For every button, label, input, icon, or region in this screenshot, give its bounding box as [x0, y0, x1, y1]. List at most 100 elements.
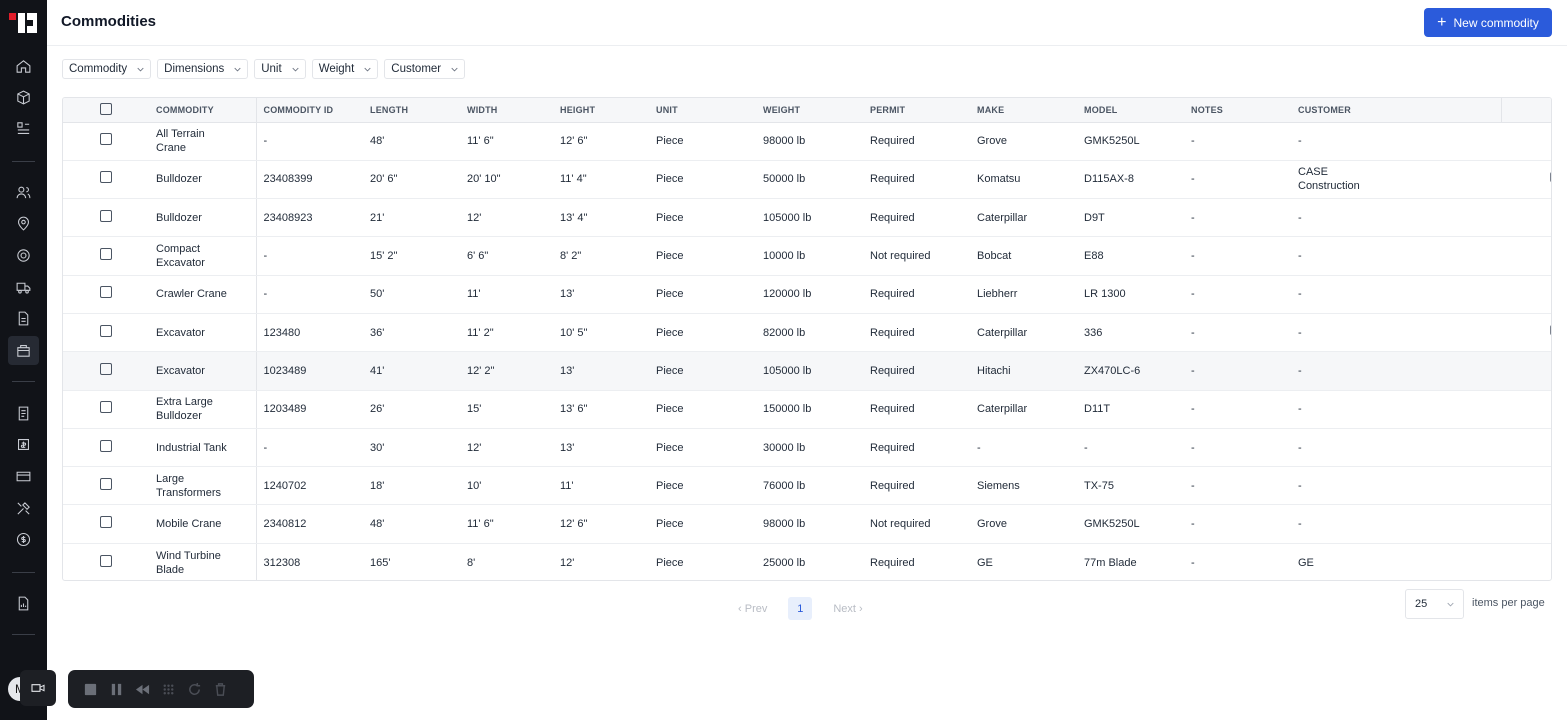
col-header-unit[interactable]: UNIT	[649, 98, 756, 123]
col-header-width[interactable]: WIDTH	[460, 98, 553, 123]
camera-button[interactable]	[20, 670, 56, 706]
page-number-current[interactable]: 1	[788, 597, 813, 620]
cell-model-text: D11T	[1084, 403, 1111, 416]
row-checkbox[interactable]	[100, 286, 112, 299]
row-checkbox[interactable]	[100, 171, 112, 184]
table-row[interactable]: Wind Turbine Blade 312308 165' 8' 12' Piece 25…	[63, 543, 1551, 580]
table-row[interactable]: Compact Excavator - 15' 2" 6' 6" 8' 2" Piece 1…	[63, 236, 1551, 276]
next-page-button[interactable]: Next ›	[833, 602, 863, 615]
table-row[interactable]: Bulldozer 23408923 21' 12' 13' 4" Piece 105000…	[63, 198, 1551, 238]
cell-make-text: Liebherr	[977, 288, 1018, 301]
row-checkbox[interactable]	[100, 209, 112, 222]
cell-attachments	[1501, 428, 1551, 468]
cell-width: 11' 6"	[460, 504, 553, 544]
document-icon[interactable]	[14, 309, 33, 328]
new-commodity-label: New commodity	[1453, 15, 1539, 30]
cell-height: 10' 5"	[553, 313, 649, 353]
trash-icon[interactable]	[212, 681, 228, 697]
row-checkbox[interactable]	[100, 324, 112, 337]
col-header-height[interactable]: HEIGHT	[553, 98, 649, 123]
cell-length-text: 165'	[370, 556, 391, 569]
filter-weight[interactable]: Weight	[311, 59, 379, 79]
report-icon[interactable]	[14, 594, 33, 613]
col-header-notes[interactable]: NOTES	[1184, 98, 1291, 123]
cell-model: ZX470LC-6	[1077, 351, 1184, 391]
grid-icon[interactable]	[160, 681, 176, 697]
table-row[interactable]: Bulldozer 23408399 20' 6" 20' 10" 11' 4" Piec…	[63, 160, 1551, 200]
filter-unit[interactable]: Unit	[254, 59, 306, 79]
cell-model-text: D115AX-8	[1084, 173, 1134, 186]
cell-length-text: 20' 6"	[370, 173, 398, 186]
box-icon[interactable]	[14, 88, 33, 107]
location-icon[interactable]	[14, 214, 33, 233]
col-header-commodity[interactable]: COMMODITY	[149, 98, 256, 123]
row-checkbox[interactable]	[100, 477, 112, 490]
page-title: Commodities	[61, 13, 157, 30]
billing-icon[interactable]	[14, 435, 33, 454]
col-header-model[interactable]: MODEL	[1077, 98, 1184, 123]
col-header-customer[interactable]: CUSTOMER	[1291, 98, 1501, 123]
home-icon[interactable]	[14, 57, 33, 76]
col-header-commodity-id[interactable]: COMMODITY ID	[255, 98, 363, 123]
cell-notes-text: -	[1191, 441, 1195, 454]
filter-dimensions[interactable]: Dimensions	[157, 59, 249, 79]
row-checkbox[interactable]	[100, 401, 112, 414]
cell-id: -	[255, 428, 363, 468]
filter-customer[interactable]: Customer	[384, 59, 466, 79]
cell-make: Hitachi	[970, 351, 1077, 391]
card-icon[interactable]	[14, 467, 33, 486]
select-all-checkbox[interactable]	[100, 102, 112, 115]
cell-length-text: 30'	[370, 441, 385, 454]
row-checkbox[interactable]	[100, 516, 112, 529]
col-header-length[interactable]: LENGTH	[363, 98, 460, 123]
table-row[interactable]: Crawler Crane - 50' 11' 13' Piece 120000 lb Req…	[63, 275, 1551, 314]
table-row[interactable]: Excavator 123480 36' 11' 2" 10' 5" Piece 82000…	[63, 313, 1551, 353]
rewind-icon[interactable]	[134, 681, 150, 697]
per-page-select[interactable]: 25	[1405, 589, 1464, 619]
table-row[interactable]: All Terrain Crane - 48' 11' 6" 12' 6" Piece 98…	[63, 122, 1551, 161]
app-logo[interactable]	[9, 13, 37, 33]
row-checkbox[interactable]	[100, 133, 112, 146]
support-icon[interactable]	[14, 246, 33, 265]
col-header-weight[interactable]: WEIGHT	[756, 98, 863, 123]
table-row[interactable]: Mobile Crane 2340812 48' 11' 6" 12' 6" Piece 9…	[63, 504, 1551, 544]
truck-icon[interactable]	[14, 278, 33, 297]
users-icon[interactable]	[14, 183, 33, 202]
stop-icon[interactable]	[82, 681, 98, 697]
row-checkbox[interactable]	[100, 554, 112, 567]
invoice-icon[interactable]	[14, 404, 33, 423]
cell-weight-text: 120000 lb	[763, 288, 812, 301]
commodities-icon[interactable]	[8, 336, 39, 365]
table-row[interactable]: Large Transformers 1240702 18' 10' 11' Piece 7…	[63, 466, 1551, 506]
tools-icon[interactable]	[14, 499, 33, 518]
cell-id-text: -	[263, 288, 268, 301]
row-checkbox[interactable]	[100, 362, 112, 375]
cell-commodity-text: All Terrain Crane	[156, 128, 205, 155]
pause-icon[interactable]	[108, 681, 124, 697]
row-checkbox[interactable]	[100, 248, 112, 261]
prev-page-button[interactable]: ‹ Prev	[738, 602, 768, 615]
cell-permit-text: Required	[870, 441, 915, 454]
restart-icon[interactable]	[186, 681, 202, 697]
table-row[interactable]: Extra Large Bulldozer 1203489 26' 15' 13' 6"…	[63, 390, 1551, 429]
attachments-indicator[interactable]: 1	[1547, 171, 1551, 185]
attachments-indicator[interactable]: 1	[1547, 324, 1551, 338]
cell-id: -	[255, 236, 363, 276]
loads-icon[interactable]	[14, 119, 33, 138]
col-header-make[interactable]: MAKE	[970, 98, 1077, 123]
cell-commodity: Bulldozer	[149, 160, 256, 200]
filter-commodity[interactable]: Commodity	[62, 59, 152, 79]
cell-notes-text: -	[1191, 288, 1195, 301]
table-row[interactable]: Excavator 1023489 41' 12' 2" 13' Piece 105000 …	[63, 351, 1551, 391]
cell-width: 12'	[460, 198, 553, 238]
col-header-permit[interactable]: PERMIT	[863, 98, 970, 123]
cell-model: GMK5250L	[1077, 122, 1184, 161]
row-checkbox[interactable]	[100, 439, 112, 452]
cell-attachments	[1501, 351, 1551, 391]
cell-attachments	[1501, 466, 1551, 506]
dollar-icon[interactable]	[14, 530, 33, 549]
new-commodity-button[interactable]: + New commodity	[1424, 8, 1552, 37]
cell-length: 48'	[363, 504, 460, 544]
table-row[interactable]: Industrial Tank - 30' 12' 13' Piece 30000 lb Re…	[63, 428, 1551, 468]
cell-id: 1023489	[255, 351, 363, 391]
